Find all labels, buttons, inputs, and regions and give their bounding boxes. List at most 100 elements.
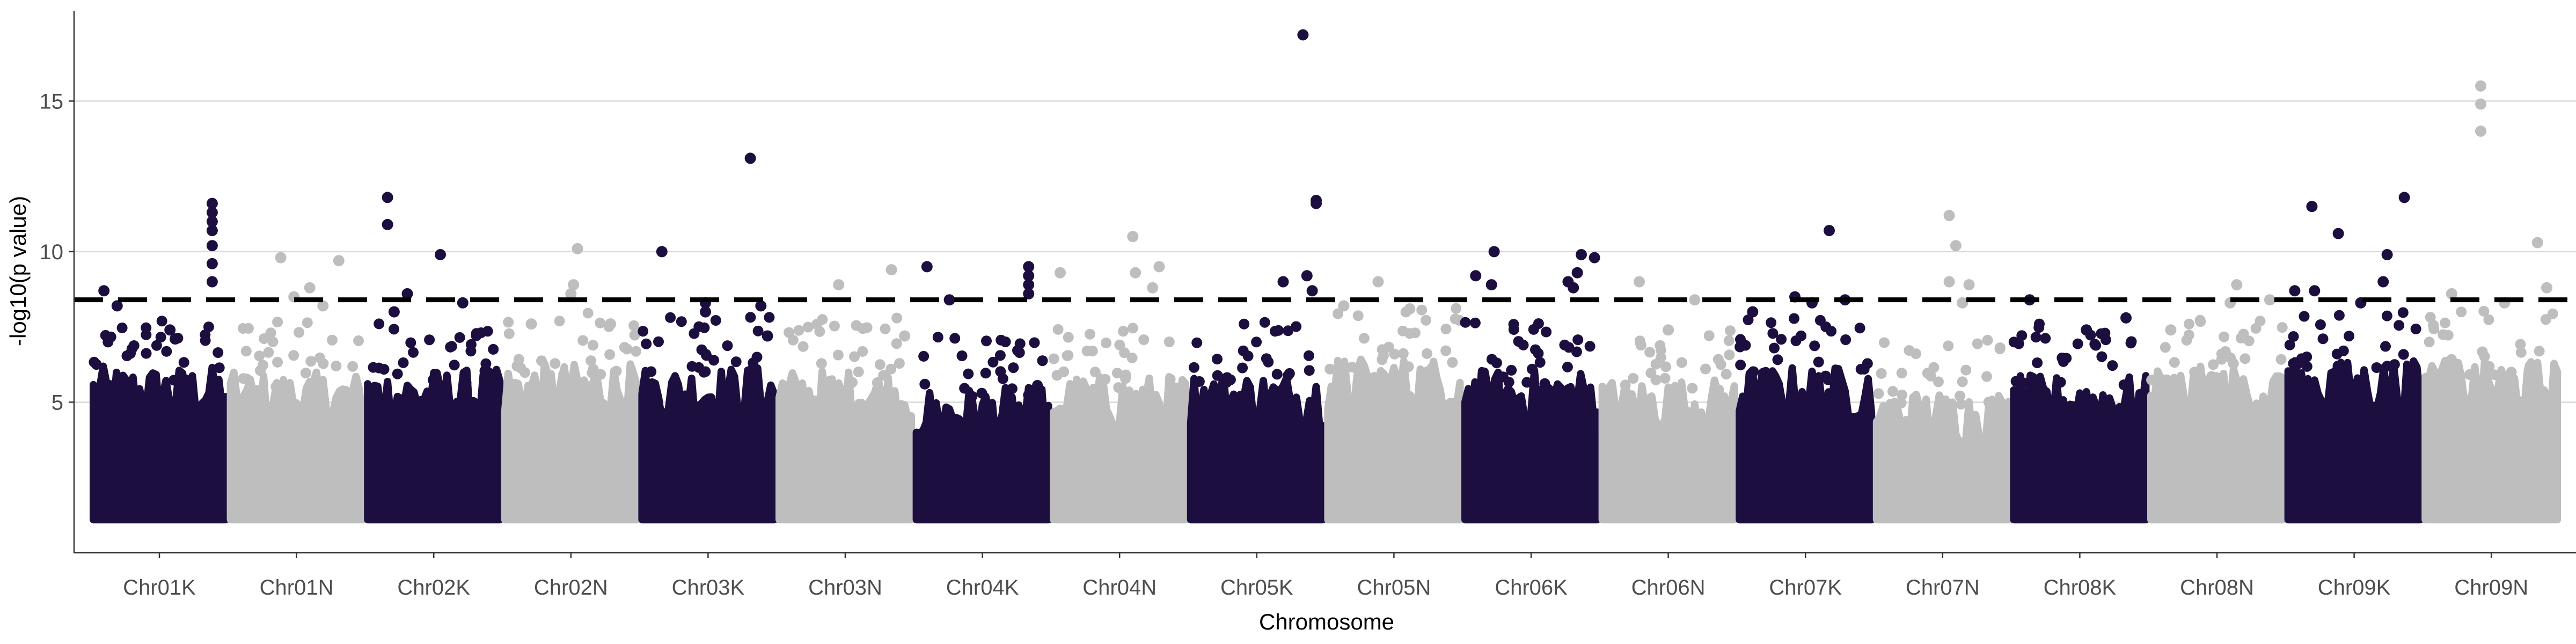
data-point bbox=[1284, 368, 1295, 379]
peak-point-Chr01N-4 bbox=[317, 300, 329, 312]
x-tick-label-Chr02N: Chr02N bbox=[534, 576, 608, 599]
peak-point-Chr07N-2 bbox=[1943, 276, 1955, 288]
data-point bbox=[141, 322, 152, 333]
data-point bbox=[449, 360, 460, 371]
peak-point-Chr01K-1 bbox=[111, 300, 123, 312]
data-point bbox=[267, 336, 279, 347]
point-cloud-Chr08K bbox=[2010, 371, 2150, 524]
data-point bbox=[2072, 338, 2083, 349]
data-point bbox=[1352, 310, 1364, 321]
data-point bbox=[1291, 321, 1302, 332]
data-point bbox=[752, 325, 764, 336]
peak-point-Chr01K-8 bbox=[206, 276, 218, 288]
data-point bbox=[861, 322, 873, 333]
data-point bbox=[1377, 354, 1388, 365]
peak-point-Chr04K-3 bbox=[1023, 270, 1035, 282]
data-point bbox=[595, 369, 606, 380]
data-point bbox=[1404, 328, 1415, 339]
peak-point-Chr02N-0 bbox=[572, 243, 583, 254]
data-point bbox=[1138, 334, 1150, 345]
x-tick-label-Chr02K: Chr02K bbox=[397, 576, 470, 599]
data-point bbox=[722, 340, 733, 352]
data-point bbox=[1644, 347, 1656, 358]
x-tick-label-Chr07N: Chr07N bbox=[1906, 576, 1980, 599]
peak-point-Chr06N-0 bbox=[1634, 276, 1645, 288]
data-point bbox=[1873, 388, 1884, 399]
data-point bbox=[1789, 313, 1799, 324]
x-axis-title: Chromosome bbox=[1259, 609, 1394, 634]
tick-labels: Chr01K Chr01N Chr02K Chr02N Chr03K Chr03N Chr0… bbox=[40, 90, 2529, 599]
data-point bbox=[156, 316, 167, 327]
data-point bbox=[2464, 369, 2475, 380]
data-point bbox=[353, 335, 364, 346]
data-point bbox=[1506, 364, 1517, 376]
data-point bbox=[1416, 304, 1428, 316]
peak-point-Chr07K-0 bbox=[1747, 306, 1759, 318]
peak-point-Chr02K-2 bbox=[435, 249, 446, 260]
data-point bbox=[2016, 330, 2028, 341]
data-point bbox=[1527, 363, 1538, 375]
data-point bbox=[2107, 360, 2118, 371]
peak-point-Chr04N-0 bbox=[1055, 267, 1066, 279]
data-point bbox=[1324, 363, 1336, 375]
data-point bbox=[587, 340, 598, 351]
data-point bbox=[465, 346, 477, 357]
data-point bbox=[300, 368, 311, 379]
peak-point-Chr05K-0 bbox=[1297, 29, 1309, 41]
data-point bbox=[1983, 397, 1994, 408]
data-point bbox=[1562, 361, 1573, 372]
data-point bbox=[894, 358, 905, 369]
data-point bbox=[2515, 347, 2527, 358]
data-point bbox=[2146, 375, 2157, 385]
significant-points bbox=[89, 29, 2558, 410]
peak-point-Chr09K-6 bbox=[2309, 285, 2321, 297]
data-point bbox=[2284, 339, 2295, 350]
x-tick-label-Chr03K: Chr03K bbox=[672, 576, 745, 599]
data-point bbox=[1725, 325, 1736, 336]
data-point bbox=[238, 323, 248, 334]
peak-point-Chr06K-7 bbox=[1568, 282, 1579, 294]
data-point bbox=[241, 374, 252, 385]
peak-point-Chr09N-3 bbox=[2531, 237, 2543, 248]
point-cloud-Chr09K bbox=[2284, 357, 2424, 524]
data-point bbox=[1101, 338, 1111, 348]
data-point bbox=[2524, 360, 2536, 371]
point-cloud-Chr02K bbox=[364, 365, 504, 524]
data-point bbox=[611, 365, 622, 377]
data-point bbox=[2055, 377, 2066, 388]
data-point bbox=[1194, 376, 1205, 387]
data-point bbox=[1486, 354, 1497, 365]
data-point bbox=[1126, 352, 1138, 363]
data-point bbox=[213, 347, 224, 358]
point-cloud-Chr07K bbox=[1736, 364, 1876, 524]
peak-point-Chr06K-4 bbox=[1571, 267, 1583, 279]
data-point bbox=[1163, 336, 1175, 347]
data-point bbox=[389, 324, 400, 335]
data-point bbox=[550, 358, 561, 369]
data-point bbox=[2515, 339, 2526, 350]
data-point bbox=[1670, 382, 1681, 393]
data-point bbox=[847, 377, 858, 388]
data-point bbox=[471, 328, 482, 339]
data-point bbox=[460, 377, 472, 388]
data-point bbox=[1450, 313, 1461, 325]
data-point bbox=[629, 330, 640, 341]
data-point bbox=[427, 375, 438, 386]
y-tick-label-5: 5 bbox=[52, 391, 63, 414]
data-point bbox=[1809, 340, 1820, 352]
data-point bbox=[2299, 311, 2310, 322]
peak-point-Chr06N-1 bbox=[1689, 294, 1701, 306]
data-point bbox=[126, 343, 137, 354]
data-point bbox=[446, 341, 457, 352]
data-point bbox=[1655, 345, 1666, 356]
data-point bbox=[1676, 357, 1687, 368]
data-point bbox=[1085, 328, 1095, 340]
data-point bbox=[1539, 378, 1550, 389]
data-point bbox=[1008, 362, 1019, 374]
data-point bbox=[1713, 384, 1724, 396]
peak-point-Chr08K-2 bbox=[2120, 312, 2132, 324]
data-point bbox=[676, 316, 687, 327]
peak-point-Chr09N-4 bbox=[2541, 282, 2552, 294]
data-point bbox=[1503, 377, 1514, 388]
